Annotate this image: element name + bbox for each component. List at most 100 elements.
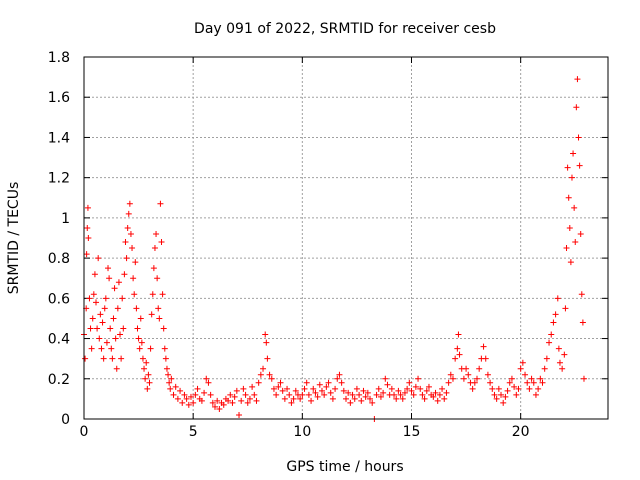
data-point: [154, 275, 161, 282]
data-point: [316, 381, 323, 388]
data-point: [356, 391, 363, 398]
data-point: [566, 224, 573, 231]
data-point: [577, 230, 584, 237]
data-point: [201, 389, 208, 396]
data-point: [144, 385, 151, 392]
data-point: [469, 385, 476, 392]
data-point: [576, 162, 583, 169]
data-point: [264, 355, 271, 362]
data-point: [146, 379, 153, 386]
data-point: [134, 325, 141, 332]
data-point: [117, 331, 124, 338]
data-point: [111, 285, 118, 292]
data-point: [548, 331, 555, 338]
data-point: [382, 375, 389, 382]
data-point: [561, 351, 568, 358]
data-point: [162, 355, 169, 362]
data-point: [87, 325, 94, 332]
data-point: [160, 325, 167, 332]
data-point: [318, 387, 325, 394]
data-point: [487, 379, 494, 386]
data-point: [118, 355, 125, 362]
data-point: [103, 339, 110, 346]
data-point: [205, 379, 212, 386]
data-point: [484, 371, 491, 378]
data-point: [537, 375, 544, 382]
data-point: [384, 381, 391, 388]
y-tick-label: 1: [61, 211, 70, 227]
data-point: [471, 379, 478, 386]
data-point: [351, 395, 358, 402]
data-point: [123, 255, 130, 262]
y-tick-label: 1.2: [48, 171, 70, 187]
data-point: [323, 383, 330, 390]
data-point: [554, 295, 561, 302]
data-point: [131, 291, 138, 298]
data-point: [443, 389, 450, 396]
data-point: [393, 395, 400, 402]
data-point: [474, 375, 480, 382]
data-point: [292, 387, 299, 394]
data-point: [482, 355, 489, 362]
data-point: [177, 387, 184, 394]
data-point: [314, 393, 321, 400]
data-point: [480, 343, 487, 350]
data-point: [347, 399, 354, 406]
data-point: [430, 393, 437, 400]
data-point: [198, 397, 205, 404]
data-point: [436, 391, 443, 398]
data-point: [159, 291, 166, 298]
data-point: [139, 355, 146, 362]
data-point: [225, 397, 232, 404]
data-point: [526, 385, 533, 392]
data-point: [572, 239, 579, 246]
data-point: [262, 331, 269, 338]
data-point: [187, 393, 194, 400]
data-point: [236, 411, 243, 418]
data-point: [301, 385, 308, 392]
data-point: [528, 375, 535, 382]
data-point: [455, 331, 462, 338]
data-point: [375, 385, 382, 392]
data-point: [519, 359, 526, 366]
data-point: [364, 389, 371, 396]
data-point: [579, 319, 586, 326]
y-tick-label: 0: [61, 412, 70, 428]
data-point: [101, 305, 108, 312]
data-point: [110, 315, 117, 322]
grid: [84, 57, 608, 419]
data-point: [401, 389, 408, 396]
data-point: [456, 351, 463, 358]
y-tick-label: 0.2: [48, 372, 70, 388]
data-point: [336, 371, 343, 378]
data-point: [113, 365, 120, 372]
data-point: [96, 335, 103, 342]
data-point: [167, 385, 174, 392]
data-point: [249, 383, 256, 390]
data-point: [153, 230, 160, 237]
x-tick-label: 20: [512, 424, 530, 440]
data-point: [209, 399, 216, 406]
data-point: [90, 291, 97, 298]
data-point: [99, 319, 106, 326]
y-tick-label: 0.4: [48, 332, 70, 348]
data-point: [578, 291, 585, 298]
data-point: [214, 397, 221, 404]
data-point: [388, 385, 395, 392]
data-point: [84, 224, 91, 231]
data-point: [136, 345, 143, 352]
data-point: [441, 395, 448, 402]
data-point: [150, 265, 157, 272]
data-point: [156, 315, 163, 322]
data-point: [95, 255, 102, 262]
data-point: [321, 391, 328, 398]
data-point: [571, 204, 578, 211]
data-point: [179, 399, 186, 406]
data-point: [367, 395, 374, 402]
data-point: [190, 399, 197, 406]
data-point: [98, 345, 105, 352]
data-point: [115, 279, 122, 286]
data-point: [231, 393, 238, 400]
data-point: [141, 365, 148, 372]
data-point: [138, 339, 145, 346]
